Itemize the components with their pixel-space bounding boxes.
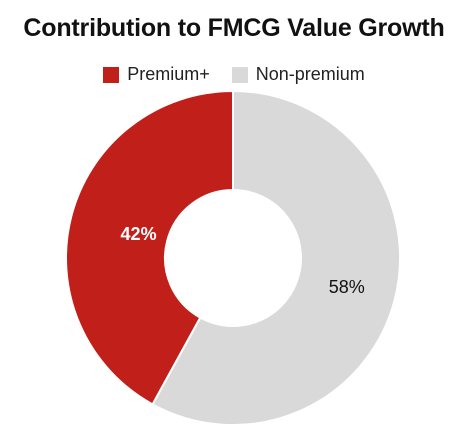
label-premium: 42% — [121, 224, 157, 244]
slice-premium — [65, 89, 234, 406]
slice-non-premium — [151, 89, 401, 426]
legend-item-premium: Premium+ — [103, 64, 210, 85]
legend-item-non-premium: Non-premium — [231, 64, 365, 85]
legend-label-non-premium: Non-premium — [255, 64, 365, 84]
label-non-premium: 58% — [329, 277, 365, 297]
legend-swatch-premium — [103, 66, 120, 83]
donut-slices — [65, 89, 401, 426]
legend-swatch-non-premium — [231, 66, 248, 83]
legend-label-premium: Premium+ — [127, 64, 210, 84]
chart-title: Contribution to FMCG Value Growth — [23, 14, 445, 42]
donut-labels: 58% 42% — [121, 224, 365, 297]
legend: Premium+ Non-premium — [0, 64, 468, 85]
